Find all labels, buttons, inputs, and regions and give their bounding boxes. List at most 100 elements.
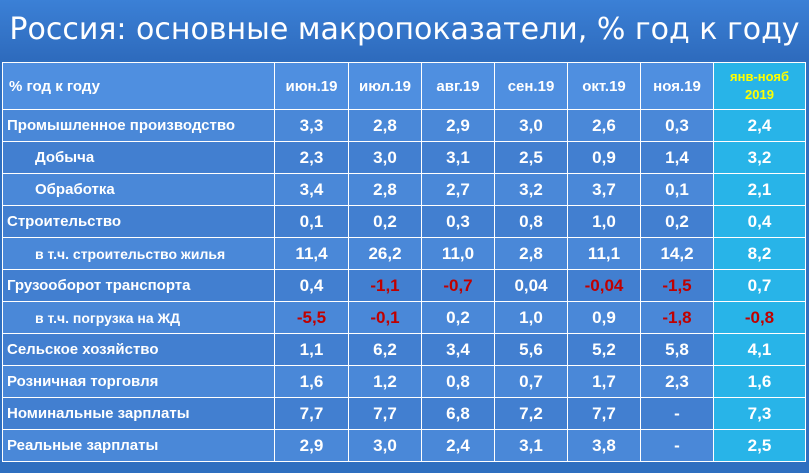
- row-label: в т.ч. погрузка на ЖД: [2, 301, 275, 334]
- table-cell: 0,3: [421, 205, 495, 238]
- table-cell: 1,0: [567, 205, 641, 238]
- table-cell: 3,3: [274, 109, 349, 142]
- table-cell: -: [640, 429, 714, 462]
- table-cell: 2,5: [494, 141, 568, 174]
- header-total-period: янв-нояб: [730, 69, 789, 84]
- table-cell: 0,2: [348, 205, 422, 238]
- table-row: в т.ч. погрузка на ЖД -5,5 -0,1 0,2 1,0 0,9 -1…: [2, 301, 806, 334]
- table-cell: 0,4: [274, 269, 349, 302]
- table-body: Промышленное производство 3,3 2,8 2,9 3,0 2,6…: [2, 109, 806, 462]
- table-row: Промышленное производство 3,3 2,8 2,9 3,0 2,6…: [2, 109, 806, 142]
- table-cell: 26,2: [348, 237, 422, 270]
- table-cell: 3,1: [494, 429, 568, 462]
- table-row: Сельское хозяйство 1,1 6,2 3,4 5,6 5,2 5,8 4,1: [2, 333, 806, 366]
- table-cell: 3,8: [567, 429, 641, 462]
- table-cell: -1,1: [348, 269, 422, 302]
- row-label: Розничная торговля: [2, 365, 275, 398]
- table-cell: -5,5: [274, 301, 349, 334]
- table-cell: 1,1: [274, 333, 349, 366]
- table-cell: 1,4: [640, 141, 714, 174]
- table-cell: 7,7: [567, 397, 641, 430]
- table-cell: -: [640, 397, 714, 430]
- table-cell: 7,7: [348, 397, 422, 430]
- total-cell: 1,6: [713, 365, 806, 398]
- table-row: Строительство 0,1 0,2 0,3 0,8 1,0 0,2 0,4: [2, 205, 806, 238]
- total-cell: 0,7: [713, 269, 806, 302]
- total-cell: 3,2: [713, 141, 806, 174]
- header-total: янв-нояб 2019: [713, 62, 806, 110]
- table-cell: 2,8: [494, 237, 568, 270]
- table-cell: 5,8: [640, 333, 714, 366]
- row-label: Добыча: [2, 141, 275, 174]
- row-label: Реальные зарплаты: [2, 429, 275, 462]
- table-cell: 5,6: [494, 333, 568, 366]
- table-cell: -0,7: [421, 269, 495, 302]
- table-cell: 3,0: [348, 429, 422, 462]
- table-row: Розничная торговля 1,6 1,2 0,8 0,7 1,7 2,3 1,6: [2, 365, 806, 398]
- table-cell: 7,7: [274, 397, 349, 430]
- header-month: июн.19: [274, 62, 349, 110]
- table-cell: 2,8: [348, 109, 422, 142]
- table-cell: 11,0: [421, 237, 495, 270]
- total-cell: 0,4: [713, 205, 806, 238]
- row-label: Сельское хозяйство: [2, 333, 275, 366]
- table-cell: 0,2: [421, 301, 495, 334]
- table-row: Грузооборот транспорта 0,4 -1,1 -0,7 0,04 -0,…: [2, 269, 806, 302]
- table-cell: 2,9: [274, 429, 349, 462]
- table-cell: -1,8: [640, 301, 714, 334]
- table-cell: 7,2: [494, 397, 568, 430]
- table-cell: 5,2: [567, 333, 641, 366]
- row-label: Грузооборот транспорта: [2, 269, 275, 302]
- table-cell: 6,8: [421, 397, 495, 430]
- table-cell: 2,7: [421, 173, 495, 206]
- row-label: Строительство: [2, 205, 275, 238]
- table-cell: 1,2: [348, 365, 422, 398]
- table-cell: 3,4: [274, 173, 349, 206]
- header-month: июл.19: [348, 62, 422, 110]
- header-total-year: 2019: [745, 87, 774, 102]
- table-cell: 6,2: [348, 333, 422, 366]
- header-month: сен.19: [494, 62, 568, 110]
- row-label: Обработка: [2, 173, 275, 206]
- table-row: Добыча 2,3 3,0 3,1 2,5 0,9 1,4 3,2: [2, 141, 806, 174]
- table-cell: 1,0: [494, 301, 568, 334]
- table-cell: 0,8: [421, 365, 495, 398]
- table-row: Реальные зарплаты 2,9 3,0 2,4 3,1 3,8-2,5: [2, 429, 806, 462]
- table-cell: 1,7: [567, 365, 641, 398]
- table-cell: 11,4: [274, 237, 349, 270]
- table-cell: 3,2: [494, 173, 568, 206]
- table-row: в т.ч. строительство жилья 11,4 26,2 11,0 2,…: [2, 237, 806, 270]
- table-cell: 3,7: [567, 173, 641, 206]
- table-cell: 0,1: [274, 205, 349, 238]
- page-title: Россия: основные макропоказатели, % год …: [0, 0, 809, 60]
- table-row: Обработка 3,4 2,8 2,7 3,2 3,7 0,1 2,1: [2, 173, 806, 206]
- row-label: Промышленное производство: [2, 109, 275, 142]
- header-month: ноя.19: [640, 62, 714, 110]
- table-cell: 3,4: [421, 333, 495, 366]
- table-row: Номинальные зарплаты 7,7 7,7 6,8 7,2 7,7-7,3: [2, 397, 806, 430]
- header-month: авг.19: [421, 62, 495, 110]
- total-cell: 8,2: [713, 237, 806, 270]
- table-cell: 0,9: [567, 141, 641, 174]
- table-cell: 3,1: [421, 141, 495, 174]
- macro-indicators-table: % год к году июн.19 июл.19 авг.19 сен.19…: [2, 62, 806, 462]
- table-cell: 1,6: [274, 365, 349, 398]
- table-cell: 0,8: [494, 205, 568, 238]
- table-cell: 14,2: [640, 237, 714, 270]
- table-cell: 2,6: [567, 109, 641, 142]
- table-cell: 2,8: [348, 173, 422, 206]
- table-cell: 0,3: [640, 109, 714, 142]
- row-label: в т.ч. строительство жилья: [2, 237, 275, 270]
- table-cell: 2,3: [274, 141, 349, 174]
- total-cell: 2,4: [713, 109, 806, 142]
- table-cell: 3,0: [348, 141, 422, 174]
- table-cell: 11,1: [567, 237, 641, 270]
- table-cell: 0,1: [640, 173, 714, 206]
- header-label: % год к году: [2, 62, 275, 110]
- table-cell: -1,5: [640, 269, 714, 302]
- row-label: Номинальные зарплаты: [2, 397, 275, 430]
- total-cell: 7,3: [713, 397, 806, 430]
- table-cell: -0,1: [348, 301, 422, 334]
- table-cell: 2,4: [421, 429, 495, 462]
- header-month: окт.19: [567, 62, 641, 110]
